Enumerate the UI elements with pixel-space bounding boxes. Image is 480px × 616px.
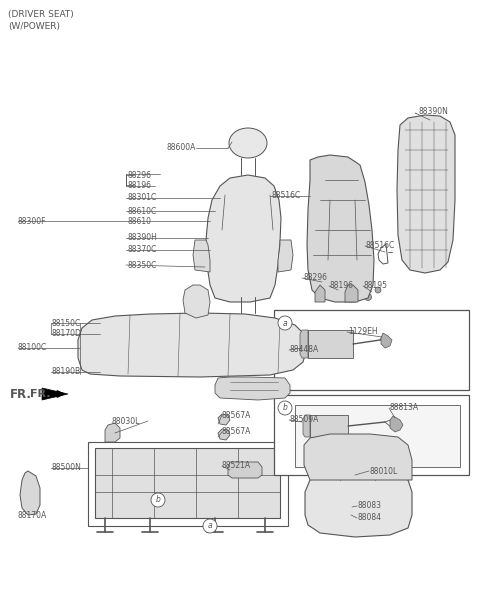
Bar	[274, 310, 469, 390]
Text: a: a	[208, 522, 212, 530]
Circle shape	[278, 401, 292, 415]
Text: 88390N: 88390N	[418, 108, 448, 116]
Text: 88301C: 88301C	[127, 193, 156, 203]
Polygon shape	[20, 471, 40, 515]
Circle shape	[151, 493, 165, 507]
Polygon shape	[315, 285, 325, 302]
Text: (W/POWER): (W/POWER)	[8, 22, 60, 31]
Text: 88084: 88084	[358, 514, 382, 522]
Bar	[308, 330, 353, 358]
Bar	[335, 465, 380, 477]
Polygon shape	[278, 240, 293, 272]
Circle shape	[248, 222, 252, 227]
Text: 88567A: 88567A	[222, 428, 252, 437]
Circle shape	[349, 504, 355, 510]
Polygon shape	[300, 330, 308, 358]
Circle shape	[278, 316, 292, 330]
Text: 88610C: 88610C	[127, 206, 156, 216]
Text: 88500N: 88500N	[52, 463, 82, 472]
Text: FR.: FR.	[30, 389, 50, 399]
Circle shape	[375, 287, 381, 293]
Circle shape	[244, 238, 250, 243]
Text: 88190B: 88190B	[52, 368, 81, 376]
Text: 88195: 88195	[364, 282, 388, 291]
Polygon shape	[305, 473, 412, 537]
Bar	[274, 395, 469, 475]
Text: 1129EH: 1129EH	[348, 328, 378, 336]
Text: (DRIVER SEAT): (DRIVER SEAT)	[8, 9, 74, 18]
Text: 88516C: 88516C	[271, 192, 300, 200]
Circle shape	[364, 293, 372, 301]
Bar	[310, 415, 348, 437]
Text: 88170D: 88170D	[52, 330, 82, 339]
Text: 88010L: 88010L	[370, 466, 398, 476]
Bar	[95, 448, 280, 518]
Text: 88813A: 88813A	[390, 403, 419, 413]
Text: 88196: 88196	[330, 282, 354, 291]
Text: 88370C: 88370C	[127, 246, 156, 254]
Text: 88448A: 88448A	[289, 346, 318, 354]
Text: a: a	[283, 318, 288, 328]
Text: 88150C: 88150C	[52, 318, 81, 328]
Text: 88083: 88083	[358, 501, 382, 511]
Polygon shape	[307, 155, 374, 302]
Bar	[295, 405, 460, 467]
Text: 88350C: 88350C	[127, 261, 156, 270]
Polygon shape	[183, 285, 210, 318]
Text: 88196: 88196	[127, 180, 151, 190]
Text: 88170A: 88170A	[18, 511, 47, 521]
Ellipse shape	[229, 128, 267, 158]
Polygon shape	[193, 240, 210, 272]
Text: 88296: 88296	[127, 171, 151, 179]
Text: 88300F: 88300F	[18, 216, 47, 225]
Bar	[328, 210, 356, 232]
Polygon shape	[218, 414, 230, 425]
Polygon shape	[304, 434, 412, 480]
Polygon shape	[397, 115, 455, 273]
Polygon shape	[228, 462, 262, 478]
Text: 88509A: 88509A	[289, 416, 318, 424]
Text: 88610: 88610	[127, 216, 151, 225]
Text: 88100C: 88100C	[18, 344, 47, 352]
Circle shape	[244, 208, 250, 213]
Polygon shape	[206, 175, 281, 302]
Polygon shape	[78, 313, 307, 377]
Circle shape	[203, 519, 217, 533]
Polygon shape	[105, 423, 120, 442]
Circle shape	[359, 512, 365, 518]
Polygon shape	[390, 416, 403, 432]
Text: 88521A: 88521A	[222, 461, 251, 471]
Text: b: b	[283, 403, 288, 413]
Text: b: b	[156, 495, 160, 505]
Text: FR.: FR.	[10, 387, 32, 400]
Text: 88567A: 88567A	[222, 410, 252, 419]
Text: 88600A: 88600A	[167, 144, 196, 153]
Text: 88516C: 88516C	[366, 241, 395, 251]
Polygon shape	[381, 333, 392, 348]
Polygon shape	[345, 285, 358, 302]
Text: 88030L: 88030L	[112, 416, 140, 426]
Polygon shape	[218, 429, 230, 440]
Text: 88390H: 88390H	[127, 233, 157, 243]
Text: 88296: 88296	[303, 274, 327, 283]
Polygon shape	[303, 415, 310, 437]
Bar	[88, 442, 288, 526]
Polygon shape	[42, 388, 68, 400]
Polygon shape	[215, 377, 290, 400]
